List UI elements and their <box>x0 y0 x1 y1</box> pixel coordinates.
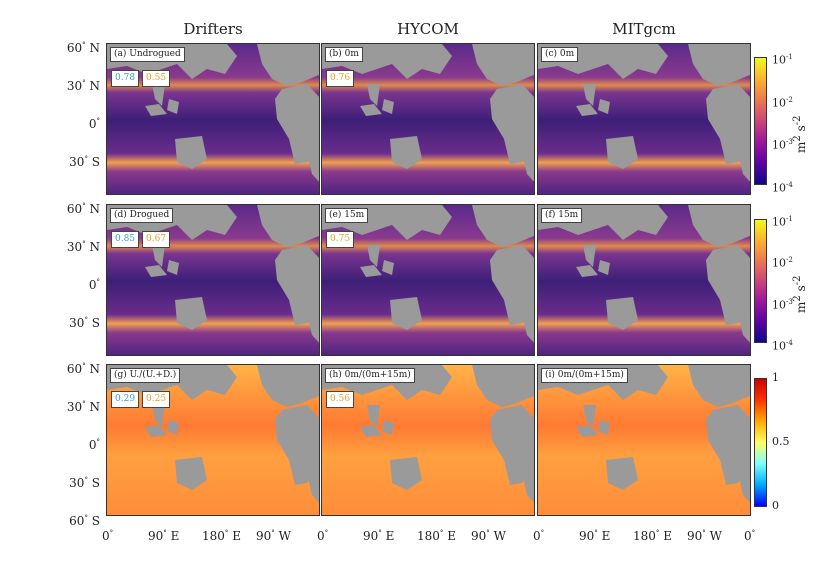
map-panel: (d) Drogued 0.85 0.67 <box>106 204 320 356</box>
map-panel: (e) 15m 0.75 <box>321 204 535 356</box>
colorbar-tick-label: 10-1 <box>772 53 793 67</box>
y-tick-label: 0° <box>88 438 100 452</box>
colorbar-tick-label: 10-3 <box>772 138 793 152</box>
map-image <box>107 44 319 194</box>
colorbar-unit-top: m2 s-2 <box>792 115 808 154</box>
x-tick-label: 90° W <box>687 529 722 543</box>
x-tick-label: 90° E <box>148 529 180 543</box>
x-tick-label: 0° <box>102 529 114 543</box>
map-panel: (c) 0m <box>537 43 751 195</box>
y-tick-label: 30° N <box>66 240 100 254</box>
map-image <box>107 365 319 515</box>
x-tick-label: 180° E <box>202 529 241 543</box>
panel-label: (d) Drogued <box>110 208 174 223</box>
correlation-value: 0.85 <box>111 231 140 248</box>
y-tick-label: 30° S <box>69 316 100 330</box>
map-image <box>538 365 750 515</box>
correlation-value: 0.29 <box>111 391 140 408</box>
x-tick-label: 90° W <box>256 529 291 543</box>
colorbar-tick-label: 1 <box>772 371 779 384</box>
y-tick-label: 0° <box>88 278 100 292</box>
colorbar-log-top <box>754 57 767 185</box>
panel-label: (f) 15m <box>541 208 583 223</box>
y-tick-label: 0° <box>88 117 100 131</box>
y-tick-label: 30° S <box>69 155 100 169</box>
x-tick-label: 180° E <box>633 529 672 543</box>
y-tick-label: 60° N <box>66 362 100 376</box>
map-image <box>538 205 750 355</box>
map-image <box>322 205 534 355</box>
correlation-value: 0.67 <box>142 231 171 248</box>
map-panel: (b) 0m 0.76 <box>321 43 535 195</box>
panel-label: (e) 15m <box>325 208 369 223</box>
colorbar-tick-label: 10-2 <box>772 95 793 110</box>
x-tick-label: 0° <box>744 529 756 543</box>
panel-label: (h) 0m/(0m+15m) <box>325 368 415 383</box>
correlation-value: 0.76 <box>326 70 355 87</box>
colorbar-tick-label: 0.5 <box>772 435 790 448</box>
colorbar-tick-label: 0 <box>772 499 779 512</box>
x-tick-label: 0° <box>533 529 545 543</box>
colorbar-tick-label: 10-3 <box>772 297 793 312</box>
panel-label: (i) 0m/(0m+15m) <box>541 368 628 383</box>
correlation-value: 0.55 <box>142 70 171 87</box>
column-title-drifters: Drifters <box>183 20 243 38</box>
y-tick-label: 60° N <box>66 41 100 55</box>
correlation-value: 0.78 <box>111 70 140 87</box>
panel-label: (c) 0m <box>541 47 579 62</box>
x-tick-label: 90° E <box>579 529 611 543</box>
x-tick-label: 90° W <box>471 529 506 543</box>
column-title-mitgcm: MITgcm <box>612 20 676 38</box>
map-image <box>107 205 319 355</box>
colorbar-tick-label: 10-4 <box>772 339 793 353</box>
panel-label: (g) U./(U.+D.) <box>110 368 181 383</box>
x-tick-label: 180° E <box>417 529 456 543</box>
y-tick-label: 30° S <box>69 476 100 490</box>
map-panel: (g) U./(U.+D.) 0.29 0.25 <box>106 364 320 516</box>
colorbar-tick-label: 10-4 <box>772 181 793 195</box>
correlation-value: 0.75 <box>326 231 355 248</box>
map-panel: (h) 0m/(0m+15m) 0.56 <box>321 364 535 516</box>
colorbar-tick-label: 10-1 <box>772 215 793 229</box>
map-image <box>322 44 534 194</box>
map-image <box>322 365 534 515</box>
map-panel: (f) 15m <box>537 204 751 356</box>
colorbar-unit-middle: m2 s-2 <box>792 275 808 314</box>
column-title-hycom: HYCOM <box>397 20 459 38</box>
map-panel: (i) 0m/(0m+15m) <box>537 364 751 516</box>
colorbar-tick-label: 10-2 <box>772 256 793 270</box>
y-tick-label: 60° N <box>66 202 100 216</box>
panel-label: (b) 0m <box>325 47 363 62</box>
y-tick-label: 30° N <box>66 79 100 93</box>
panel-label: (a) Undrogued <box>110 47 185 62</box>
colorbar-ratio <box>754 378 767 507</box>
x-tick-label: 0° <box>317 529 329 543</box>
x-tick-label: 90° E <box>363 529 395 543</box>
map-image <box>538 44 750 194</box>
colorbar-log-middle <box>754 219 767 343</box>
correlation-value: 0.25 <box>142 391 171 408</box>
y-tick-label: 30° N <box>66 400 100 414</box>
y-tick-label: 60° S <box>69 514 100 528</box>
correlation-value: 0.56 <box>326 391 355 408</box>
map-panel: (a) Undrogued 0.78 0.55 <box>106 43 320 195</box>
